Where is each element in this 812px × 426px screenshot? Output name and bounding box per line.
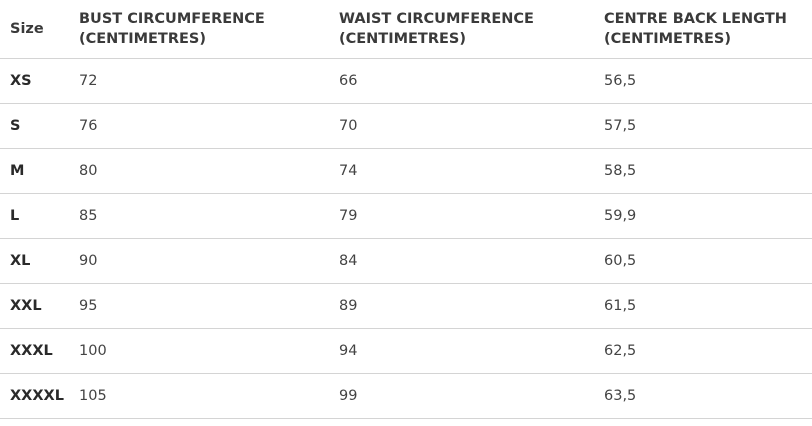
- cell-back-length: 59,9: [604, 193, 812, 239]
- cell-back-length: 61,5: [604, 283, 812, 329]
- table-row: S 76 70 57,5: [0, 103, 812, 149]
- cell-back-length: 56,5: [604, 58, 812, 104]
- header-row: Size BUST CIRCUMFERENCE (CENTIMETRES) WA…: [0, 0, 812, 59]
- header-size: Size: [0, 0, 79, 59]
- cell-bust: 100: [79, 328, 339, 374]
- cell-bust: 85: [79, 193, 339, 239]
- cell-back-length: 58,5: [604, 148, 812, 194]
- cell-size: L: [0, 193, 79, 239]
- cell-back-length: 60,5: [604, 238, 812, 284]
- cell-size: XXXL: [0, 328, 79, 374]
- cell-waist: 94: [339, 328, 604, 374]
- cell-back-length: 62,5: [604, 328, 812, 374]
- header-bust: BUST CIRCUMFERENCE (CENTIMETRES): [79, 0, 339, 59]
- cell-bust: 80: [79, 148, 339, 194]
- cell-bust: 72: [79, 58, 339, 104]
- cell-size: M: [0, 148, 79, 194]
- cell-size: XXXXL: [0, 373, 79, 419]
- table-row: XL 90 84 60,5: [0, 238, 812, 284]
- cell-back-length: 63,5: [604, 373, 812, 419]
- cell-waist: 70: [339, 103, 604, 149]
- table-row: XXXL 100 94 62,5: [0, 328, 812, 374]
- cell-waist: 79: [339, 193, 604, 239]
- cell-bust: 90: [79, 238, 339, 284]
- table-row: M 80 74 58,5: [0, 148, 812, 194]
- cell-size: XL: [0, 238, 79, 284]
- header-back-length: CENTRE BACK LENGTH (CENTIMETRES): [604, 0, 812, 59]
- cell-bust: 95: [79, 283, 339, 329]
- table-row: XXXXL 105 99 63,5: [0, 373, 812, 419]
- cell-waist: 89: [339, 283, 604, 329]
- cell-waist: 99: [339, 373, 604, 419]
- cell-bust: 76: [79, 103, 339, 149]
- cell-waist: 66: [339, 58, 604, 104]
- cell-bust: 105: [79, 373, 339, 419]
- cell-size: XS: [0, 58, 79, 104]
- cell-waist: 84: [339, 238, 604, 284]
- cell-size: XXL: [0, 283, 79, 329]
- table-row: L 85 79 59,9: [0, 193, 812, 239]
- table-row: XS 72 66 56,5: [0, 58, 812, 104]
- table-row: XXL 95 89 61,5: [0, 283, 812, 329]
- cell-back-length: 57,5: [604, 103, 812, 149]
- header-waist: WAIST CIRCUMFERENCE (CENTIMETRES): [339, 0, 604, 59]
- cell-size: S: [0, 103, 79, 149]
- cell-waist: 74: [339, 148, 604, 194]
